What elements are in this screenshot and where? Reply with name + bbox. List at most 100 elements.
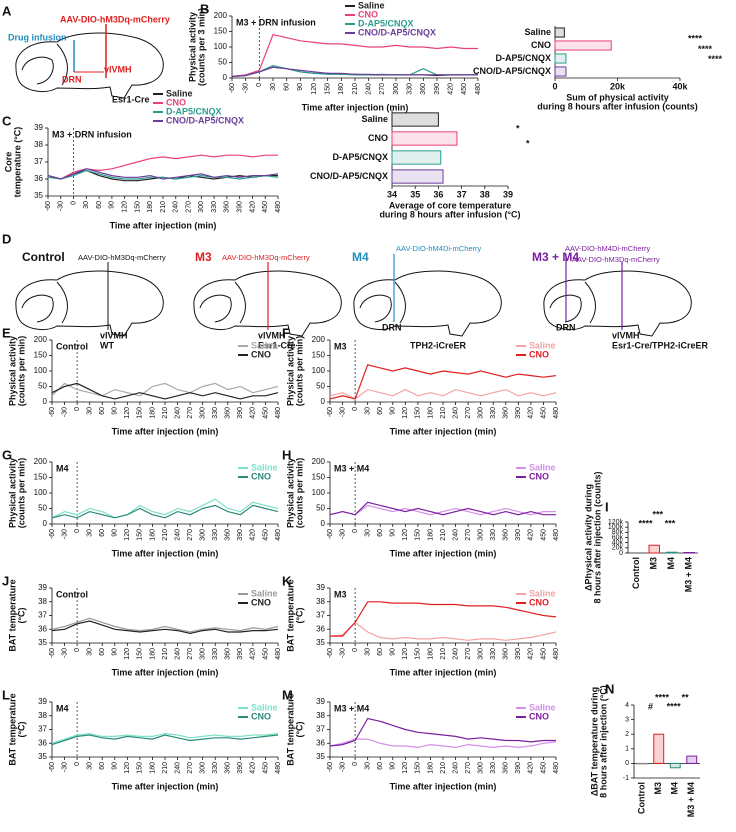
x-tick-label: 0 — [352, 762, 359, 766]
y-axis-label: 8 hours after injection (°C) — [598, 685, 608, 798]
x-tick-label: 330 — [212, 762, 219, 774]
x-tick-label: 35 — [410, 189, 420, 199]
y-tick-label: 50 — [38, 382, 47, 391]
x-tick-label: -30 — [58, 201, 65, 211]
x-tick-label: 60 — [377, 648, 384, 656]
y-tick-label: 60k — [612, 534, 624, 541]
y-axis-label: Physical activity — [7, 336, 17, 406]
x-tick-label: 150 — [325, 83, 332, 95]
x-tick-label: -60 — [229, 83, 236, 93]
x-tick-label: 420 — [528, 648, 535, 660]
x-tick-label: 420 — [250, 648, 257, 660]
y-tick-label: 150 — [214, 27, 228, 36]
y-tick-label: 36 — [38, 738, 47, 747]
y-tick-label: 200 — [214, 11, 228, 20]
y-tick-label: 150 — [34, 351, 48, 360]
significance: *** — [665, 518, 676, 528]
x-tick-label: 0 — [74, 529, 81, 533]
x-tick-label: 420 — [528, 762, 535, 774]
y-tick-label: 50 — [38, 504, 47, 513]
x-tick-label: 300 — [478, 648, 485, 660]
x-tick-label: 180 — [149, 762, 156, 774]
x-tick-label: -60 — [327, 529, 334, 539]
x-tick-label: -60 — [49, 407, 56, 417]
y-tick-label: 200 — [312, 457, 326, 466]
x-tick-label: 180 — [149, 407, 156, 419]
legend-label: D-AP5/CNQX — [166, 106, 222, 116]
legend-label: CNO/D-AP5/CNQX — [166, 115, 244, 125]
x-tick-label: 240 — [173, 201, 180, 213]
x-axis-label: Average of core temperature — [389, 200, 511, 210]
y-axis-label: 8 hours after injection (counts) — [592, 471, 602, 603]
group-title: Control — [22, 250, 65, 264]
x-tick-label: 330 — [407, 83, 414, 95]
x-tick-label: 180 — [149, 529, 156, 541]
y-tick-label: 38 — [316, 711, 325, 720]
x-tick-label: 150 — [137, 648, 144, 660]
data-line — [329, 364, 557, 400]
x-tick-label: 390 — [515, 762, 522, 774]
virus-label: AAV-DIO-hM3Dq-mCherry — [572, 255, 660, 264]
legend-label: CNO — [529, 349, 549, 359]
panel-letter: F — [282, 325, 290, 340]
data-line — [51, 498, 279, 519]
x-tick-label: 60 — [377, 762, 384, 770]
x-tick-label: 240 — [452, 648, 459, 660]
x-tick-label: 180 — [147, 201, 154, 213]
x-tick-label: 120 — [402, 762, 409, 774]
x-tick-label: 90 — [297, 83, 304, 91]
x-tick-label: -30 — [61, 529, 68, 539]
virus-label: AAV-DIO-hM3Dq-mCherry — [60, 14, 170, 24]
bar — [554, 40, 612, 51]
x-tick-label: 240 — [174, 529, 181, 541]
y-axis-label: (counts per min) — [16, 458, 26, 529]
legend-label: CNO — [529, 711, 549, 721]
legend-label: Saline — [251, 702, 278, 712]
y-axis-label: Core — [3, 152, 13, 173]
data-line — [51, 734, 279, 746]
data-line — [47, 168, 279, 180]
x-tick-label: 420 — [448, 83, 455, 95]
x-tick-label: 210 — [352, 83, 359, 95]
x-tick-label: 270 — [465, 648, 472, 660]
x-tick-label: 30 — [87, 529, 94, 537]
x-tick-label: 90 — [390, 529, 397, 537]
virus-label: AAV-DIO-hM3Dq-mCherry — [222, 253, 310, 262]
x-tick-label: 0 — [70, 201, 77, 205]
mouse-line-label: TPH2-iCreER — [410, 340, 467, 350]
x-tick-label: 450 — [540, 529, 547, 541]
region-label: DRN — [556, 322, 576, 332]
x-tick-label: 0 — [74, 648, 81, 652]
x-tick-label: -30 — [339, 648, 346, 658]
virus-label: AAV-DIO-hM3Dq-mCherry — [78, 253, 166, 262]
panel-letter: L — [2, 687, 10, 702]
x-tick-label: 240 — [174, 762, 181, 774]
y-tick-label: 4 — [625, 702, 629, 709]
y-tick-label: 200 — [34, 457, 48, 466]
x-tick-label: 480 — [275, 201, 282, 213]
x-tick-label: 390 — [237, 407, 244, 419]
panel-letter: E — [2, 325, 11, 340]
x-tick-label: 300 — [198, 201, 205, 213]
category-label: CNO/D-AP5/CNQX — [473, 66, 551, 76]
x-tick-label: 420 — [250, 529, 257, 541]
y-tick-label: 100 — [312, 488, 326, 497]
y-tick-label: 37 — [38, 725, 47, 734]
x-axis-label: Time after injection (min) — [112, 781, 219, 791]
x-tick-label: 480 — [475, 83, 482, 95]
y-tick-label: 0 — [625, 760, 629, 767]
category-label: M4 — [670, 782, 680, 795]
significance: **** — [638, 518, 653, 528]
chart-annotation: Control — [56, 589, 88, 599]
x-tick-label: 150 — [415, 648, 422, 660]
panel-letter: A — [2, 3, 12, 18]
bar — [554, 53, 567, 64]
x-tick-label: 360 — [503, 648, 510, 660]
bar — [391, 131, 458, 146]
legend-label: CNO — [251, 471, 271, 481]
x-tick-label: 90 — [390, 762, 397, 770]
y-tick-label: 39 — [38, 697, 47, 706]
x-tick-label: -60 — [49, 762, 56, 772]
category-label: M3 + M4 — [686, 782, 696, 817]
y-tick-label: 37 — [316, 725, 325, 734]
